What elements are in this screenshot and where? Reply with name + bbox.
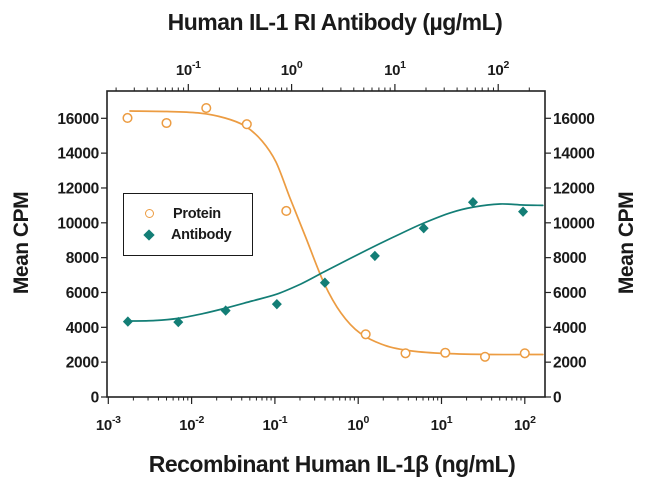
protein-data-point [201,102,212,114]
protein-data-point [241,119,252,130]
x-axis-label-bottom: Recombinant Human IL-1β (ng/mL) [148,451,516,477]
legend-item-antibody: Antibody [124,224,252,245]
x-tick-label-bottom: 10-1 [262,414,287,434]
x-tick-label-top: 100 [281,59,303,79]
x-tick-label-bottom: 10-3 [96,414,121,434]
protein-data-point [360,329,371,340]
y-tick-label-right: 14000 [553,146,595,163]
y-tick-label-left: 10000 [57,215,99,232]
y-tick-label-right: 6000 [553,285,586,302]
y-tick-label-right: 16000 [553,111,595,128]
antibody-data-point [418,223,429,234]
y-tick-label-right: 4000 [553,320,586,337]
legend: Protein Antibody [123,193,253,256]
y-tick-label-right: 2000 [553,355,586,372]
x-tick-label-top: 101 [384,59,406,79]
y-tick-label-left: 6000 [66,285,99,302]
legend-label-antibody: Antibody [171,226,232,243]
antibody-data-point [173,316,184,328]
chart-title: Human IL-1 RI Antibody (µg/mL) [167,9,503,35]
y-axis-label-right: Mean CPM [615,191,638,295]
x-tick-label-top: 102 [487,59,509,79]
y-tick-label-left: 16000 [57,111,99,128]
legend-item-protein: Protein [124,203,252,224]
y-tick-label-right: 12000 [553,180,595,197]
y-tick-label-right: 8000 [553,250,586,267]
y-tick-label-right: 10000 [553,215,595,232]
protein-data-point [400,348,411,359]
antibody-diamond-icon [142,228,155,241]
x-tick-label-top: 10-1 [176,59,201,79]
antibody-data-point [369,250,380,262]
x-tick-label-bottom: 10-2 [179,414,204,434]
y-tick-label-left: 2000 [66,355,99,372]
antibody-data-point [319,277,330,288]
antibody-data-point [467,197,478,208]
protein-data-point [519,348,530,359]
y-tick-label-left: 8000 [66,250,99,267]
antibody-data-point [122,316,133,327]
antibody-data-point [518,206,529,217]
plot-border [106,90,546,398]
legend-label-protein: Protein [173,205,221,222]
protein-data-point [440,347,451,358]
protein-data-point [281,205,292,217]
x-tick-label-bottom: 101 [431,414,453,434]
antibody-data-point [271,298,282,310]
protein-data-point [122,112,133,124]
protein-open-circle-icon [145,209,154,218]
y-tick-label-left: 14000 [57,146,99,163]
antibody-fit-curve [126,203,544,322]
antibody-data-point [220,305,231,316]
x-tick-label-bottom: 102 [514,414,536,434]
x-tick-label-bottom: 100 [347,414,369,434]
y-tick-label-right: 0 [553,390,561,407]
y-tick-label-left: 12000 [57,180,99,197]
protein-data-point [161,117,172,129]
y-tick-label-left: 4000 [66,320,99,337]
protein-fit-curve [129,110,544,356]
y-axis-label-left: Mean CPM [10,191,33,295]
y-tick-label-left: 0 [91,390,99,407]
protein-data-point [479,351,491,362]
